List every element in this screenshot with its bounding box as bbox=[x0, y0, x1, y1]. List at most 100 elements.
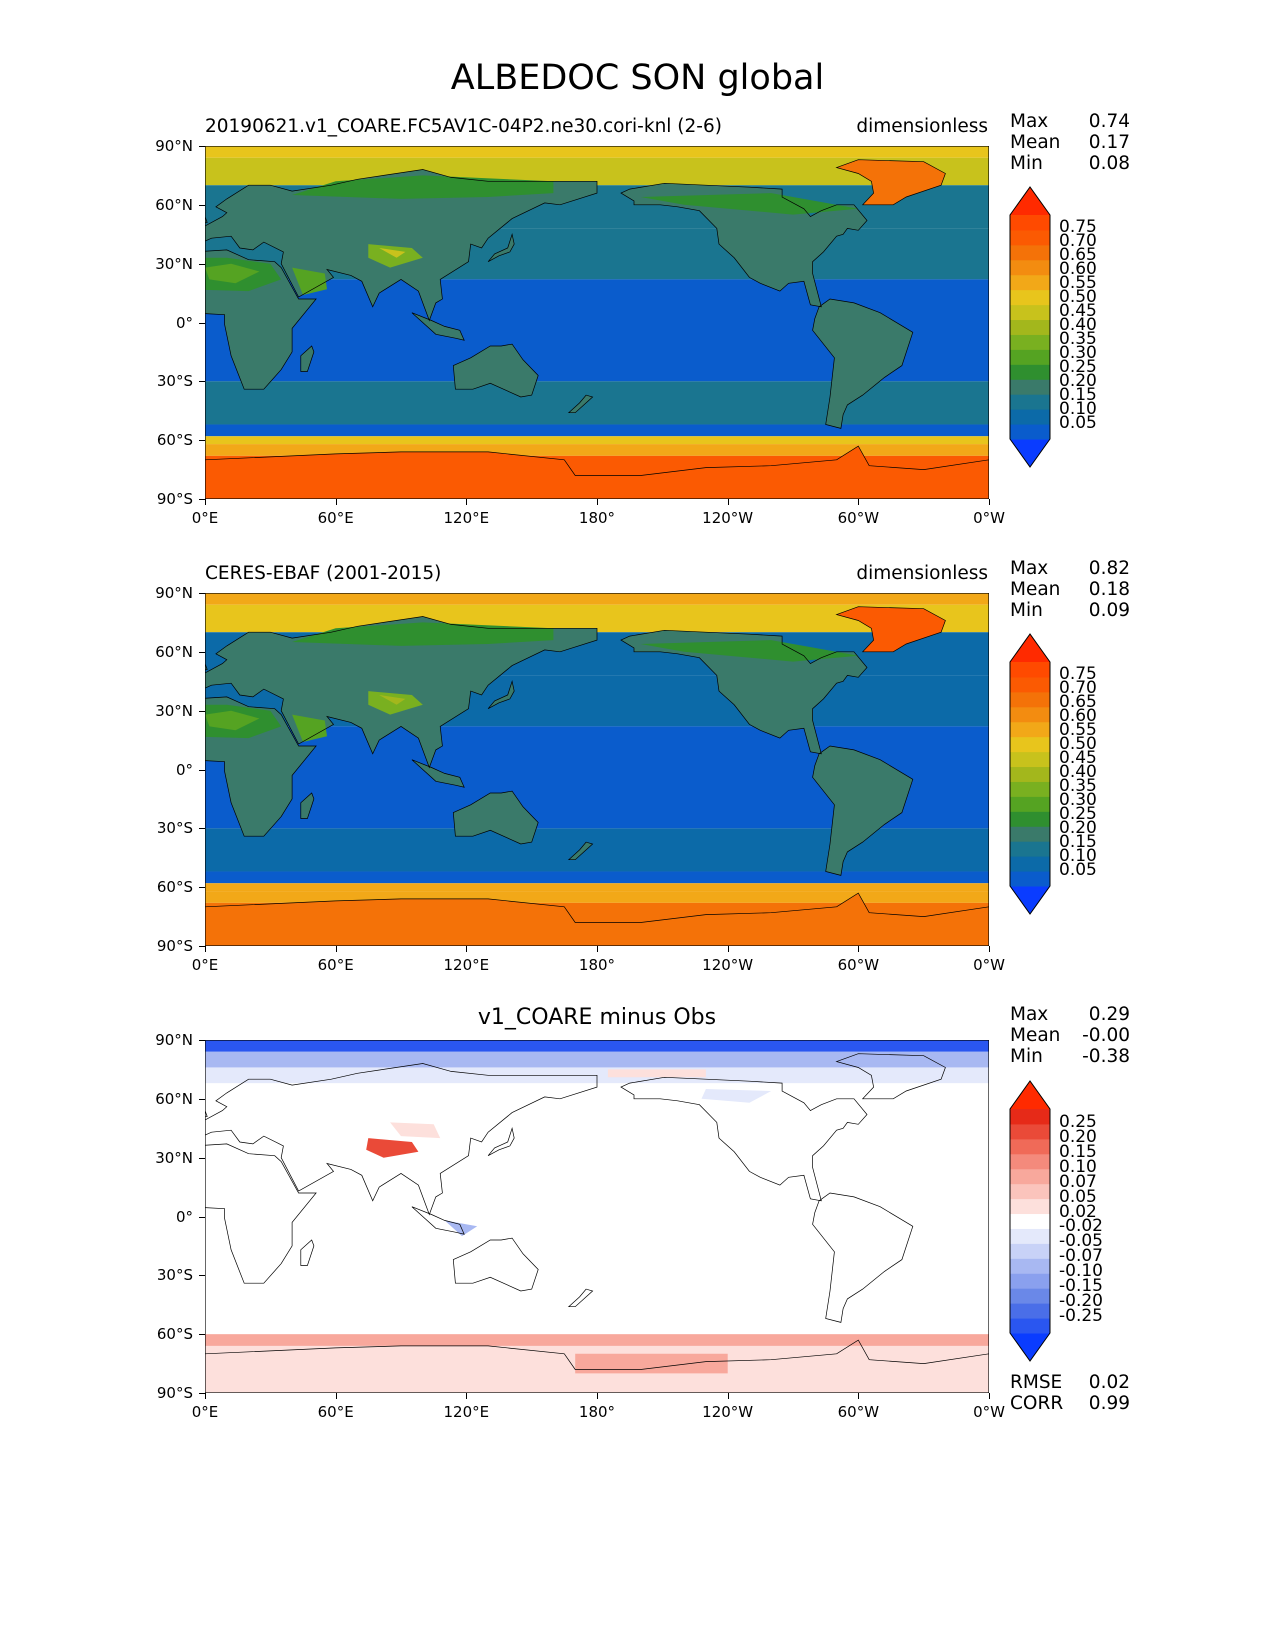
southern-ocean-band bbox=[205, 871, 989, 884]
stat-value-corr: 0.99 bbox=[1088, 1393, 1130, 1414]
x-tick-label: 120°E bbox=[443, 509, 490, 527]
x-tick-label: 180° bbox=[578, 1403, 616, 1421]
x-tick-mark bbox=[989, 946, 990, 952]
map-obs bbox=[205, 593, 989, 946]
coastline-indonesia bbox=[411, 312, 465, 341]
x-tick-mark bbox=[335, 1393, 337, 1399]
sahara-bright-region bbox=[205, 710, 260, 731]
colorbar-segment bbox=[1010, 1228, 1050, 1244]
x-tick-mark bbox=[858, 1393, 860, 1399]
stat-value-mean: 0.18 bbox=[1088, 579, 1130, 600]
x-tick-mark bbox=[335, 946, 337, 952]
x-tick-label: 180° bbox=[578, 956, 616, 974]
coastline-britain bbox=[205, 216, 208, 224]
stat-value-mean: -0.00 bbox=[1082, 1025, 1130, 1046]
x-tick-label: 0°W bbox=[973, 956, 1005, 974]
colorbar-tick-label: 0.15 bbox=[1059, 385, 1097, 405]
colorbar-segment bbox=[1010, 259, 1050, 276]
colorbar-tick-label: 0.15 bbox=[1059, 832, 1097, 852]
arabia-region bbox=[292, 267, 327, 295]
colorbar bbox=[1009, 186, 1051, 468]
y-tick-mark bbox=[199, 710, 205, 712]
colorbar-tick-label: 0.75 bbox=[1059, 217, 1097, 237]
tibet-peak-region bbox=[379, 695, 406, 705]
maritime-negative-region bbox=[444, 1220, 478, 1237]
land-samerica bbox=[812, 746, 913, 876]
arctic-negative-band bbox=[205, 1051, 989, 1068]
antarctica-ice bbox=[205, 893, 989, 946]
coastline-japan bbox=[487, 679, 515, 710]
colorbar-segment bbox=[1010, 1168, 1050, 1185]
colorbar-segment bbox=[1010, 751, 1050, 768]
x-tick-mark bbox=[466, 946, 468, 952]
y-tick-label: 0° bbox=[175, 760, 193, 779]
y-tick-mark bbox=[199, 204, 205, 206]
stat-value-max: 0.82 bbox=[1088, 558, 1130, 579]
alaska-negative-region bbox=[701, 1089, 772, 1103]
southern-positive-band bbox=[205, 1334, 989, 1346]
y-tick-mark bbox=[199, 593, 205, 594]
stat-label-corr: CORR bbox=[1010, 1393, 1064, 1414]
stat-label-rmse: RMSE bbox=[1010, 1372, 1063, 1393]
coastline-greenland bbox=[835, 606, 946, 653]
colorbar-segment bbox=[1010, 274, 1050, 291]
colorbar-segment bbox=[1010, 379, 1050, 395]
coastline-japan bbox=[487, 232, 515, 263]
stat-label-mean: Mean bbox=[1010, 1025, 1061, 1046]
sea-ice-band bbox=[205, 436, 989, 445]
x-tick-label: 60°W bbox=[837, 1403, 880, 1421]
x-tick-mark bbox=[597, 946, 598, 952]
colorbar-segment bbox=[1010, 706, 1050, 723]
colorbar-segment bbox=[1010, 349, 1050, 365]
colorbar-tick-label: -0.07 bbox=[1059, 1246, 1103, 1267]
arctic-positive-region bbox=[607, 1069, 706, 1078]
colorbar-segment bbox=[1010, 1258, 1050, 1274]
colorbar-segment bbox=[1010, 676, 1050, 693]
map-diff bbox=[205, 1040, 989, 1393]
y-tick-label: 90°S bbox=[156, 490, 193, 508]
coastline-greenland bbox=[835, 159, 946, 206]
colorbar-tick-label: 0.15 bbox=[1059, 1141, 1097, 1162]
colorbar-extend-max bbox=[1010, 187, 1050, 215]
colorbar-segment bbox=[1010, 215, 1050, 231]
land-namerica bbox=[621, 630, 867, 754]
x-tick-label: 60°E bbox=[317, 509, 354, 527]
neutral-field bbox=[205, 1040, 989, 1393]
y-tick-label: 0° bbox=[175, 1207, 193, 1226]
colorbar-segment bbox=[1010, 424, 1050, 440]
colorbar-tick-label: 0.25 bbox=[1059, 1111, 1097, 1132]
y-tick-mark bbox=[199, 1334, 205, 1336]
colorbar-segment bbox=[1010, 244, 1050, 261]
coastline-antarctica bbox=[205, 1339, 989, 1393]
colorbar-tick-label: 0.65 bbox=[1059, 692, 1097, 712]
coastline-newzealand bbox=[567, 841, 594, 861]
colorbar-segment bbox=[1010, 229, 1050, 246]
x-tick-label: 60°W bbox=[837, 509, 880, 527]
coastline-madagascar bbox=[300, 1239, 315, 1266]
y-tick-mark bbox=[199, 1275, 205, 1277]
x-tick-mark bbox=[727, 1393, 729, 1399]
coastline-samerica bbox=[812, 1192, 914, 1323]
y-tick-mark bbox=[199, 440, 205, 442]
y-tick-mark bbox=[199, 499, 205, 500]
mongolia-positive-region bbox=[390, 1122, 441, 1139]
coastline-britain bbox=[205, 663, 208, 671]
colorbar-tick-label: 0.70 bbox=[1059, 231, 1097, 251]
land-indonesia bbox=[411, 759, 465, 788]
coastline-australia bbox=[452, 790, 539, 845]
y-tick-label: 30°S bbox=[156, 819, 193, 838]
coastline-antarctica bbox=[205, 892, 989, 946]
colorbar-tick-label: 0.20 bbox=[1059, 371, 1097, 391]
colorbar bbox=[1009, 633, 1051, 915]
southern-ocean-band bbox=[205, 424, 989, 437]
colorbar-tick-label: 0.05 bbox=[1059, 860, 1097, 880]
x-tick-label: 120°W bbox=[702, 1403, 754, 1421]
x-tick-mark bbox=[205, 499, 206, 505]
land-madagascar bbox=[300, 793, 314, 819]
panel-units: dimensionless bbox=[856, 563, 988, 584]
colorbar-tick-label: 0.20 bbox=[1059, 818, 1097, 838]
colorbar-segment bbox=[1010, 841, 1050, 857]
coastline-samerica bbox=[812, 298, 914, 429]
colorbar-segment bbox=[1010, 826, 1050, 842]
colorbar-segment bbox=[1010, 334, 1050, 350]
